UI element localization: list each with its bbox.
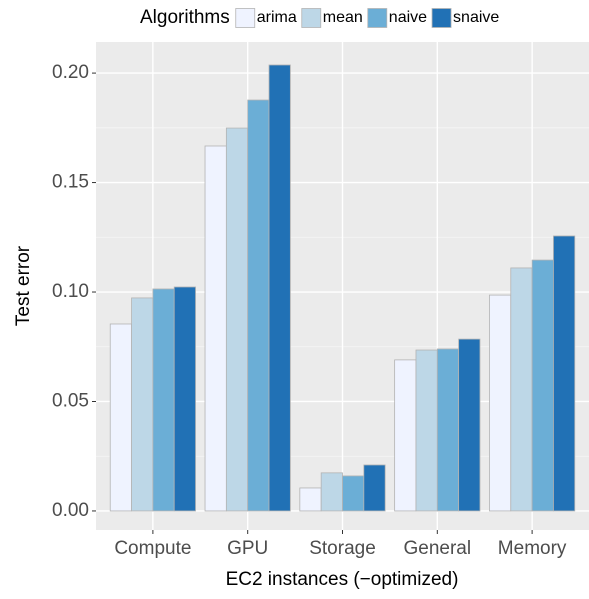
bar (342, 475, 365, 512)
x-tick-label: Memory (498, 538, 567, 559)
legend-key (367, 8, 388, 28)
bar (394, 359, 417, 512)
bar (268, 64, 291, 512)
legend-key (301, 8, 322, 28)
y-tick-label: 0.00 (52, 500, 89, 521)
bar (553, 235, 576, 512)
legend-label: arima (257, 9, 297, 26)
bar (363, 464, 386, 512)
bar (204, 145, 227, 512)
bar (436, 348, 460, 512)
bar (247, 99, 270, 512)
y-axis-title: Test error (13, 245, 34, 326)
y-tick-label: 0.15 (52, 172, 89, 193)
x-tick-label: Storage (309, 538, 376, 559)
x-axis-title: EC2 instances (−optimized) (226, 569, 459, 590)
legend-label: snaive (453, 9, 499, 26)
x-tick-label: Compute (114, 538, 191, 559)
legend-label: mean (323, 9, 363, 26)
bar (415, 349, 438, 512)
legend-label: naive (389, 9, 427, 26)
bar (152, 288, 175, 512)
legend-title: Algorithms (140, 7, 230, 28)
bar (458, 338, 481, 512)
x-tick-label: GPU (227, 538, 268, 559)
bar (173, 286, 196, 512)
bar (320, 472, 343, 512)
x-tick-label: General (404, 538, 472, 559)
bar (510, 267, 533, 512)
bar (489, 294, 512, 512)
y-tick-label: 0.10 (52, 281, 89, 302)
bar (131, 297, 154, 512)
bar (109, 323, 132, 512)
y-tick-label: 0.20 (52, 62, 89, 83)
y-tick-label: 0.05 (52, 391, 89, 412)
legend-key (431, 8, 452, 28)
legend-key (235, 8, 256, 28)
bar (531, 259, 554, 512)
bar (225, 127, 249, 512)
bar (299, 487, 322, 512)
